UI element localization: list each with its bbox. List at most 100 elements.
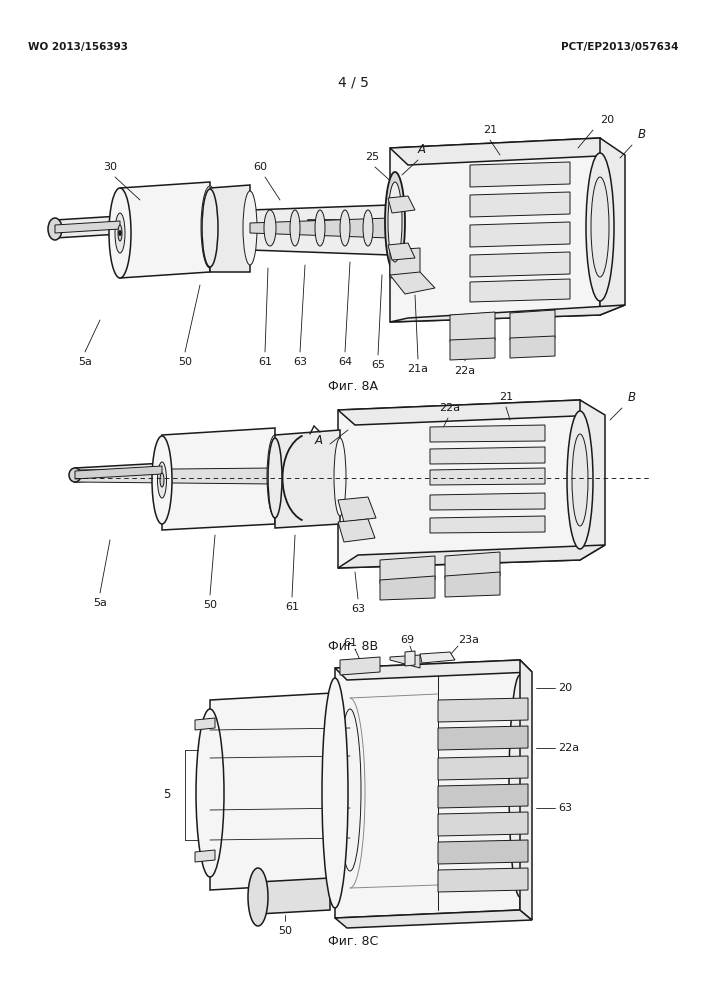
Polygon shape [380, 556, 435, 583]
Text: 50: 50 [203, 600, 217, 610]
Ellipse shape [339, 709, 361, 871]
Text: 23a: 23a [458, 635, 479, 645]
Ellipse shape [567, 411, 593, 549]
Polygon shape [75, 463, 165, 482]
Polygon shape [390, 272, 435, 294]
Ellipse shape [115, 216, 125, 234]
Ellipse shape [118, 225, 122, 241]
Polygon shape [335, 910, 532, 928]
Polygon shape [335, 660, 532, 680]
Polygon shape [250, 205, 390, 255]
Ellipse shape [158, 462, 167, 498]
Polygon shape [338, 400, 600, 425]
Polygon shape [390, 248, 420, 278]
Polygon shape [430, 468, 545, 485]
Polygon shape [430, 447, 545, 464]
Polygon shape [338, 545, 605, 568]
Polygon shape [470, 252, 570, 277]
Text: Фиг. 8C: Фиг. 8C [328, 935, 378, 948]
Ellipse shape [363, 210, 373, 246]
Ellipse shape [334, 438, 346, 516]
Polygon shape [430, 493, 545, 510]
Text: 50: 50 [178, 357, 192, 367]
Polygon shape [420, 652, 455, 663]
Text: 61: 61 [343, 638, 357, 648]
Polygon shape [162, 428, 275, 530]
Polygon shape [470, 162, 570, 187]
Polygon shape [210, 185, 250, 272]
Text: 21: 21 [483, 125, 497, 135]
Ellipse shape [196, 709, 224, 877]
Text: Фиг. 8A: Фиг. 8A [328, 380, 378, 393]
Polygon shape [388, 196, 415, 213]
Polygon shape [75, 466, 162, 479]
Ellipse shape [264, 210, 276, 246]
Text: 20: 20 [600, 115, 614, 125]
Polygon shape [470, 192, 570, 217]
Ellipse shape [109, 188, 131, 278]
Text: PCT/EP2013/057634: PCT/EP2013/057634 [561, 42, 679, 52]
Ellipse shape [267, 435, 283, 517]
Text: 50: 50 [278, 926, 292, 936]
Text: 64: 64 [338, 357, 352, 367]
Text: 63: 63 [293, 357, 307, 367]
Ellipse shape [591, 177, 609, 277]
Polygon shape [210, 692, 350, 890]
Polygon shape [430, 516, 545, 533]
Polygon shape [438, 726, 528, 750]
Text: 69: 69 [400, 635, 414, 645]
Text: 22a: 22a [455, 366, 476, 376]
Text: 22a: 22a [440, 403, 460, 413]
Ellipse shape [322, 678, 348, 908]
Text: 61: 61 [258, 357, 272, 367]
Polygon shape [580, 400, 605, 560]
Ellipse shape [315, 210, 325, 246]
Text: B: B [638, 128, 646, 141]
Polygon shape [438, 698, 528, 722]
Polygon shape [120, 182, 210, 278]
Polygon shape [470, 279, 570, 302]
Polygon shape [390, 655, 420, 668]
Text: 5a: 5a [93, 598, 107, 608]
Ellipse shape [290, 210, 300, 246]
Polygon shape [338, 400, 580, 568]
Polygon shape [75, 465, 570, 487]
Ellipse shape [572, 434, 588, 526]
Text: Фиг. 8B: Фиг. 8B [328, 640, 378, 653]
Polygon shape [390, 138, 620, 165]
Text: B: B [628, 391, 636, 404]
Text: 30: 30 [103, 162, 117, 172]
Text: A: A [315, 434, 323, 446]
Text: 22a: 22a [558, 743, 579, 753]
Polygon shape [445, 572, 500, 597]
Polygon shape [510, 310, 555, 340]
Ellipse shape [388, 182, 402, 262]
Text: WO 2013/156393: WO 2013/156393 [28, 42, 128, 52]
Ellipse shape [202, 189, 218, 267]
Polygon shape [450, 312, 495, 342]
Ellipse shape [115, 213, 125, 253]
Ellipse shape [201, 186, 219, 268]
Polygon shape [438, 784, 528, 808]
Text: 60: 60 [253, 162, 267, 172]
Ellipse shape [248, 868, 268, 926]
Ellipse shape [152, 436, 172, 524]
Polygon shape [470, 222, 570, 247]
Polygon shape [438, 868, 528, 892]
Polygon shape [438, 812, 528, 836]
Polygon shape [388, 243, 415, 260]
Polygon shape [55, 216, 120, 238]
Polygon shape [600, 138, 625, 315]
Polygon shape [195, 850, 215, 862]
Ellipse shape [119, 231, 122, 235]
Polygon shape [335, 660, 520, 918]
Polygon shape [195, 718, 215, 730]
Text: 20: 20 [558, 683, 572, 693]
Polygon shape [390, 138, 600, 322]
Polygon shape [390, 305, 625, 322]
Ellipse shape [243, 191, 257, 265]
Ellipse shape [509, 675, 531, 897]
Text: 25: 25 [365, 152, 379, 162]
Ellipse shape [268, 438, 282, 518]
Polygon shape [510, 336, 555, 358]
